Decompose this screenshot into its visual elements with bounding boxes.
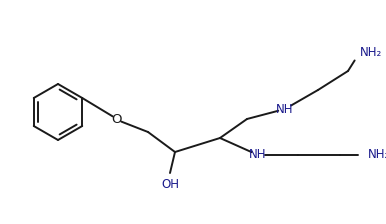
Text: O: O [112, 112, 122, 125]
Text: NH₂: NH₂ [360, 45, 382, 58]
Text: NH: NH [249, 149, 267, 162]
Text: NH₂: NH₂ [368, 149, 386, 162]
Text: OH: OH [161, 177, 179, 190]
Text: NH: NH [276, 103, 294, 116]
